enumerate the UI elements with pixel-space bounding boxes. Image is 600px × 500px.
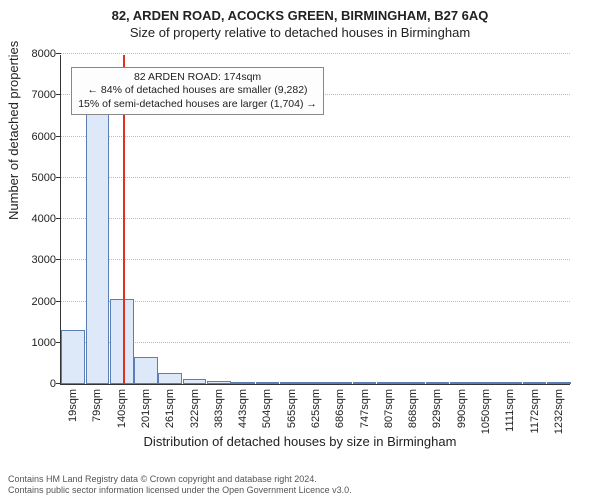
ytick-mark: [56, 259, 61, 260]
xtick-label: 140sqm: [116, 389, 128, 428]
histogram-bar: [523, 382, 547, 384]
annotation-line2: ← 84% of detached houses are smaller (9,…: [78, 84, 317, 98]
ytick-label: 5000: [16, 172, 56, 184]
xtick-label: 625sqm: [310, 389, 322, 428]
xtick-label: 565sqm: [286, 389, 298, 428]
ytick-mark: [56, 53, 61, 54]
ytick-mark: [56, 301, 61, 302]
histogram-bar: [401, 382, 425, 384]
xtick-label: 261sqm: [164, 389, 176, 428]
histogram-bar: [86, 99, 110, 384]
ytick-label: 4000: [16, 213, 56, 225]
grid-line: [61, 53, 570, 54]
ytick-label: 1000: [16, 337, 56, 349]
xtick-label: 443sqm: [237, 389, 249, 428]
histogram-bar: [256, 382, 280, 384]
histogram-bar: [207, 381, 231, 384]
ytick-label: 6000: [16, 131, 56, 143]
grid-line: [61, 342, 570, 343]
ytick-mark: [56, 136, 61, 137]
ytick-label: 0: [16, 378, 56, 390]
ytick-label: 2000: [16, 296, 56, 308]
histogram-bar: [328, 382, 352, 384]
xtick-label: 1111sqm: [504, 389, 516, 432]
grid-line: [61, 136, 570, 137]
xtick-label: 686sqm: [334, 389, 346, 428]
histogram-bar: [474, 382, 498, 384]
xtick-label: 201sqm: [140, 389, 152, 428]
histogram-bar: [231, 382, 255, 384]
xtick-label: 1232sqm: [553, 389, 565, 434]
xtick-label: 383sqm: [213, 389, 225, 428]
plot-area: 01000200030004000500060007000800082 ARDE…: [60, 55, 570, 385]
xtick-label: 929sqm: [431, 389, 443, 428]
xtick-label: 747sqm: [359, 389, 371, 428]
grid-line: [61, 177, 570, 178]
annotation-line3: 15% of semi-detached houses are larger (…: [78, 98, 317, 112]
page-title: 82, ARDEN ROAD, ACOCKS GREEN, BIRMINGHAM…: [0, 0, 600, 23]
chart-container: 82, ARDEN ROAD, ACOCKS GREEN, BIRMINGHAM…: [0, 0, 600, 500]
ytick-mark: [56, 177, 61, 178]
ytick-label: 3000: [16, 254, 56, 266]
histogram-bar: [61, 330, 85, 384]
xtick-label: 1050sqm: [480, 389, 492, 434]
annotation-box: 82 ARDEN ROAD: 174sqm← 84% of detached h…: [71, 67, 324, 116]
histogram-bar: [377, 382, 401, 384]
ytick-label: 8000: [16, 48, 56, 60]
histogram-bar: [426, 382, 450, 384]
xtick-label: 868sqm: [407, 389, 419, 428]
ytick-mark: [56, 218, 61, 219]
x-axis-label: Distribution of detached houses by size …: [0, 434, 600, 449]
page-subtitle: Size of property relative to detached ho…: [0, 25, 600, 40]
xtick-label: 807sqm: [383, 389, 395, 428]
histogram-bar: [498, 382, 522, 384]
xtick-label: 79sqm: [91, 389, 103, 422]
ytick-mark: [56, 94, 61, 95]
plot-wrap: 01000200030004000500060007000800082 ARDE…: [60, 55, 570, 385]
xtick-label: 990sqm: [456, 389, 468, 428]
footer-line1: Contains HM Land Registry data © Crown c…: [8, 474, 592, 485]
histogram-bar: [280, 382, 304, 384]
histogram-bar: [547, 382, 571, 384]
annotation-line1: 82 ARDEN ROAD: 174sqm: [78, 71, 317, 85]
histogram-bar: [134, 357, 158, 384]
xtick-label: 322sqm: [189, 389, 201, 428]
footer-text: Contains HM Land Registry data © Crown c…: [8, 474, 592, 496]
histogram-bar: [183, 379, 207, 384]
footer-line2: Contains public sector information licen…: [8, 485, 592, 496]
xtick-label: 1172sqm: [529, 389, 541, 433]
grid-line: [61, 218, 570, 219]
histogram-bar: [304, 382, 328, 384]
grid-line: [61, 259, 570, 260]
histogram-bar: [110, 299, 134, 384]
histogram-bar: [158, 373, 182, 384]
histogram-bar: [450, 382, 474, 384]
grid-line: [61, 301, 570, 302]
xtick-label: 19sqm: [67, 389, 79, 422]
xtick-label: 504sqm: [261, 389, 273, 428]
ytick-label: 7000: [16, 89, 56, 101]
histogram-bar: [353, 382, 377, 384]
